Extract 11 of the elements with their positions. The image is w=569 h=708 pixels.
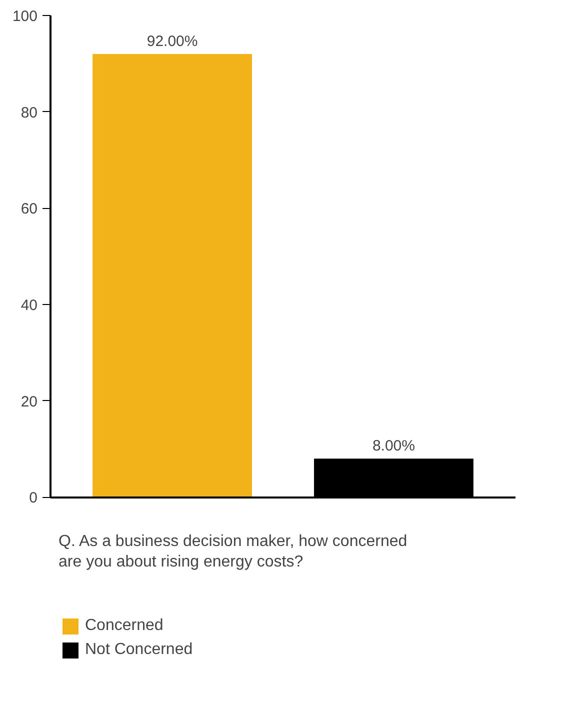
y-tick-label: 20 xyxy=(20,393,38,410)
legend-label: Concerned xyxy=(85,617,164,635)
data-label: 8.00% xyxy=(372,438,415,455)
y-tick-label: 80 xyxy=(20,104,38,122)
y-tick-label: 40 xyxy=(20,296,38,314)
data-label: 92.00% xyxy=(146,33,198,50)
y-tick-label: 0 xyxy=(29,490,38,507)
y-tick-label: 60 xyxy=(20,200,38,218)
legend-label: Not Concerned xyxy=(85,641,193,659)
text: Q. As a business decision maker, how concerned are you about rising energy costs? xyxy=(58,533,408,571)
y-tick-label: 100 xyxy=(12,8,38,25)
